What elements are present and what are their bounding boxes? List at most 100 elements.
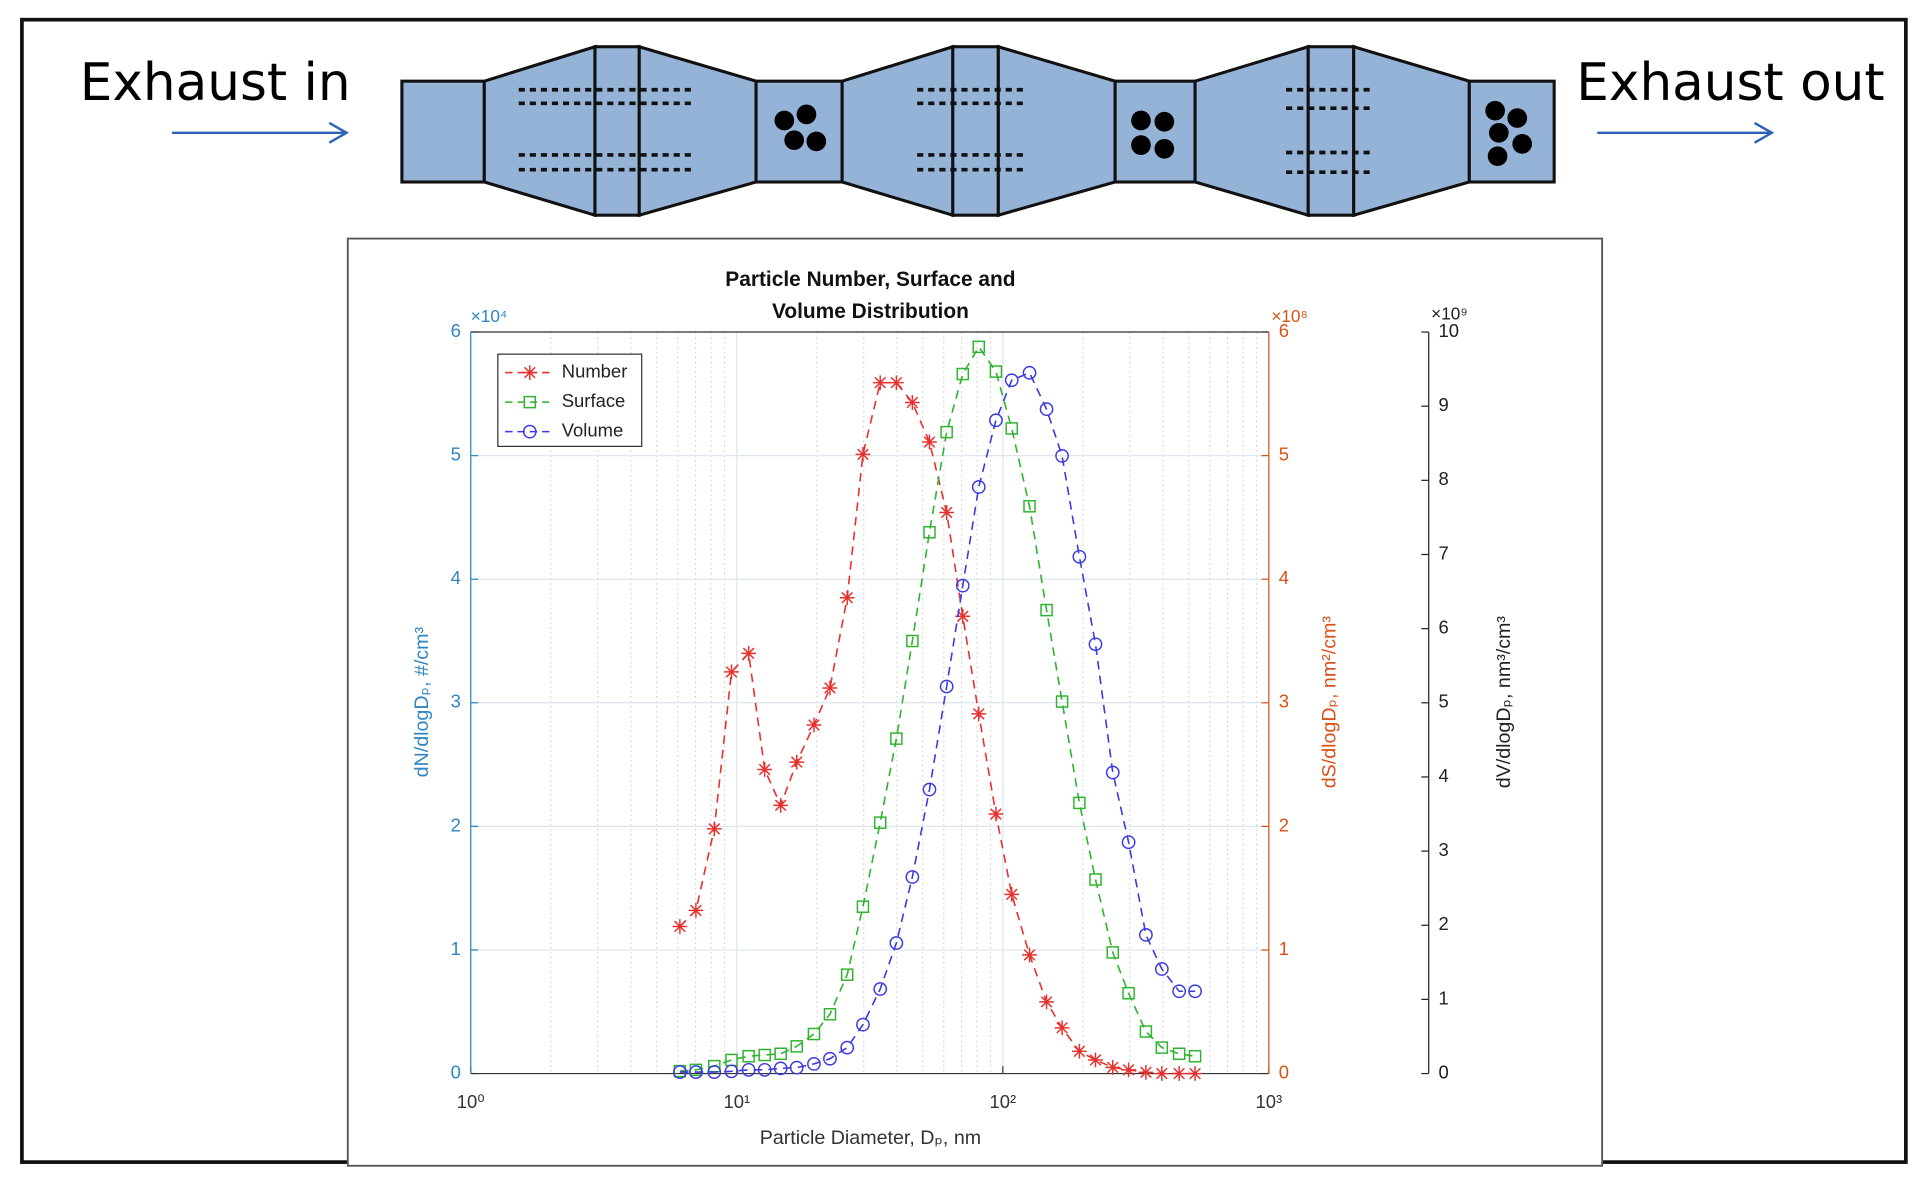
outlet-label: Exhaust out xyxy=(1576,53,1884,113)
arrows xyxy=(171,121,1775,144)
marker xyxy=(1155,1041,1169,1054)
marker xyxy=(955,578,970,593)
y-tick-label: 1 xyxy=(451,938,461,959)
marker xyxy=(823,1051,837,1066)
marker xyxy=(724,664,739,680)
y-tick-label: 4 xyxy=(451,567,461,588)
marker xyxy=(972,340,986,354)
y3-tick-label: 6 xyxy=(1439,617,1449,638)
marker xyxy=(1139,928,1153,942)
y2-tick-label: 0 xyxy=(1279,1061,1289,1082)
marker xyxy=(1121,835,1136,850)
marker xyxy=(1039,402,1054,417)
marker xyxy=(757,1062,772,1077)
y-tick-label: 2 xyxy=(451,814,461,835)
marker xyxy=(741,1062,756,1077)
marker xyxy=(1106,946,1120,959)
marker xyxy=(707,1065,722,1079)
y3-tick-label: 4 xyxy=(1439,765,1449,786)
marker xyxy=(1004,886,1020,902)
y3-tick-label: 7 xyxy=(1439,542,1449,563)
legend-label: Number xyxy=(562,360,628,381)
marker xyxy=(1055,695,1069,708)
marker xyxy=(807,1027,821,1041)
marker xyxy=(873,816,887,829)
marker xyxy=(839,590,855,606)
x-tick-label: 10² xyxy=(989,1091,1016,1112)
marker xyxy=(522,424,537,439)
marker xyxy=(856,1017,870,1032)
inlet-label: Exhaust in xyxy=(80,53,351,113)
marker xyxy=(889,375,904,391)
y3-axis-label: dV/dlogDₚ, nm³/cm³ xyxy=(1493,616,1515,789)
marker xyxy=(1054,1020,1070,1036)
marker xyxy=(922,782,937,797)
marker xyxy=(840,968,854,981)
marker xyxy=(1055,448,1069,463)
marker xyxy=(1105,1059,1121,1075)
marker xyxy=(522,365,538,380)
marker xyxy=(1172,984,1187,999)
y-multiplier: ×10⁴ xyxy=(471,306,508,326)
marker xyxy=(1073,796,1086,810)
marker xyxy=(1154,962,1169,976)
marker xyxy=(1072,1043,1087,1059)
y-tick-label: 5 xyxy=(451,443,461,464)
marker xyxy=(688,903,704,918)
marker xyxy=(672,919,688,934)
marker xyxy=(724,1064,739,1079)
marker xyxy=(971,480,986,494)
marker xyxy=(1122,986,1135,1000)
marker xyxy=(806,717,822,733)
marker xyxy=(904,395,920,410)
marker xyxy=(955,608,971,624)
marker xyxy=(789,1060,804,1075)
marker xyxy=(706,821,722,837)
marker xyxy=(856,900,870,913)
y3-tick-label: 3 xyxy=(1439,839,1449,860)
marker xyxy=(939,505,955,520)
marker xyxy=(889,936,904,950)
marker xyxy=(774,1047,787,1061)
y2-tick-label: 4 xyxy=(1279,567,1289,588)
marker xyxy=(789,754,805,770)
x-tick-label: 10³ xyxy=(1256,1091,1283,1112)
marker xyxy=(940,425,953,439)
marker xyxy=(742,1049,755,1063)
marker xyxy=(905,870,920,884)
x-tick-label: 10¹ xyxy=(723,1091,750,1112)
y2-tick-label: 5 xyxy=(1279,443,1289,464)
marker xyxy=(1188,984,1202,999)
legend-label: Surface xyxy=(562,390,626,411)
y3-tick-label: 8 xyxy=(1439,468,1449,489)
marker xyxy=(855,447,871,462)
y3-tick-label: 2 xyxy=(1439,913,1449,934)
y3-tick-label: 0 xyxy=(1439,1061,1449,1082)
y-tick-label: 3 xyxy=(451,691,461,712)
y-axis-label: dN/dlogDₚ, #/cm³ xyxy=(411,627,433,778)
y3-tick-label: 1 xyxy=(1439,987,1449,1008)
marker xyxy=(1023,500,1036,513)
marker xyxy=(758,1048,771,1062)
marker xyxy=(1022,365,1037,380)
marker xyxy=(672,1065,687,1079)
x-tick-label: 10⁰ xyxy=(457,1091,485,1112)
chart: 10⁰ 10¹ 10² 10³ 0 1 2 3 4 5 6 0 1 2 3 4 5 6 0 1 2 3 4 5 6 7 8 9 10 Pa… xyxy=(411,268,1515,1149)
marker xyxy=(890,732,903,745)
marker xyxy=(757,762,773,777)
y2-tick-label: 1 xyxy=(1279,938,1289,959)
marker xyxy=(523,395,537,409)
y3-tick-label: 9 xyxy=(1439,394,1449,415)
marker xyxy=(1188,1049,1202,1063)
marker xyxy=(1072,549,1087,564)
marker xyxy=(822,680,838,696)
marker xyxy=(1187,1066,1203,1081)
marker xyxy=(1088,1052,1103,1068)
series-line xyxy=(679,381,1196,1075)
marker xyxy=(689,1065,703,1079)
marker xyxy=(1171,1066,1187,1081)
legend-label: Volume xyxy=(562,420,624,441)
marker xyxy=(1040,603,1053,617)
marker xyxy=(1138,1064,1154,1080)
marker xyxy=(1089,873,1102,886)
